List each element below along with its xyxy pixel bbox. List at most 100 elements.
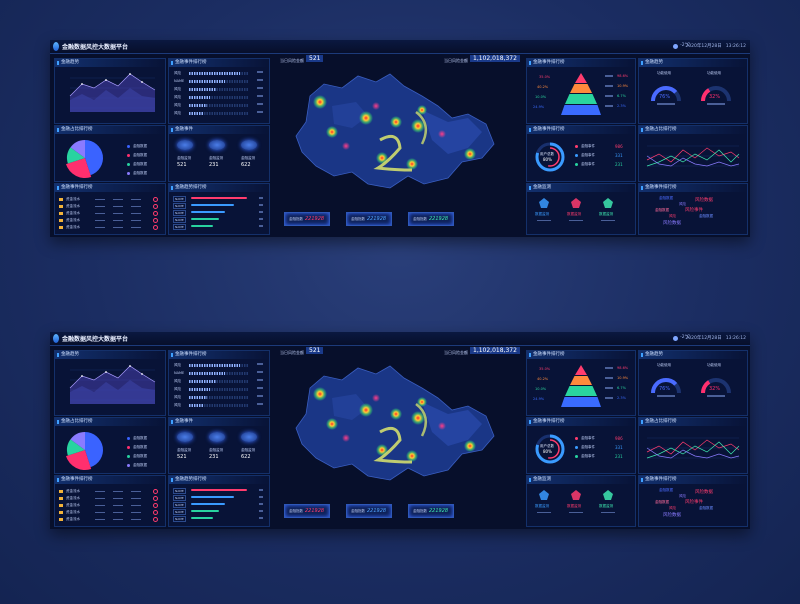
gauge-sub <box>707 103 725 105</box>
pyramid-chart <box>561 365 601 407</box>
trend-bar <box>191 204 235 206</box>
word-item: 风险 <box>679 494 686 498</box>
gauge-label: 功能使用 <box>707 71 721 75</box>
panel-title: 金融监测 <box>527 476 635 484</box>
ring-dot <box>575 144 578 148</box>
bar-label: 风险 <box>174 379 181 383</box>
map-index-button[interactable]: 金融指数 221928 <box>408 212 454 226</box>
word-item: 风险 <box>669 506 676 510</box>
panel-event-bars: 金融事件排行榜 风险 NAME 风险 风险 风险 风险 <box>168 350 270 416</box>
icon-value: 622 <box>241 162 251 168</box>
word-item: 金融数据 <box>655 208 669 212</box>
ranking-row[interactable]: 资金流水 <box>59 496 159 501</box>
bar-label: NAME <box>174 371 185 375</box>
ranking-row[interactable]: 资金流水 <box>59 503 159 508</box>
weather-temp: -2°C <box>680 335 690 340</box>
bar-value <box>257 87 263 89</box>
monitor-icon[interactable] <box>603 198 613 208</box>
ranking-row[interactable]: 资金流水 <box>59 218 159 223</box>
panel-trend: 金融趋势 <box>54 350 166 416</box>
bar-label: 风险 <box>174 71 181 75</box>
icon-label: 金融监测 <box>209 156 223 160</box>
monitor-icon[interactable] <box>603 490 613 500</box>
monitor-icon[interactable] <box>571 490 581 500</box>
button-value: 221928 <box>367 215 387 222</box>
panel-event-ranking: 金融事件排行榜 资金流水 资金流水 资金流水 资金流水 资金流水 <box>54 475 166 527</box>
ranking-cell <box>95 212 105 214</box>
ranking-cell <box>95 198 105 200</box>
monitor-icon[interactable] <box>571 198 581 208</box>
bar-label: 风险 <box>174 363 181 367</box>
word-item: 风险事件 <box>685 500 703 505</box>
monitor-label: 数据监测 <box>599 212 613 216</box>
header-bar: 金融数据风控大数据平台 -2°C 2020年12月28日 13:26:12 <box>50 40 750 54</box>
map-index-button[interactable]: 金融指数 221928 <box>284 504 330 518</box>
monitor-bar <box>569 220 583 221</box>
legend-item: 金融数据 <box>127 153 147 158</box>
map-area: 当日风险金额 521 当日风险金额 1,102,018,372 <box>272 54 522 234</box>
panel-title: 金融事件排行榜 <box>639 476 747 484</box>
ranking-row[interactable]: 资金流水 <box>59 197 159 202</box>
ranking-row[interactable]: 资金流水 <box>59 510 159 515</box>
ranking-cell <box>113 518 123 520</box>
area-chart <box>69 73 156 112</box>
header-bar: 金融数据风控大数据平台 -2°C 2020年12月28日 13:26:12 <box>50 332 750 346</box>
bar-fill <box>189 87 216 91</box>
panel-share-ranking: 金融占比排行榜 金融数据 金融数据 金融数据 金融数据 <box>54 125 166 182</box>
pie-slice <box>65 158 92 178</box>
ranking-row[interactable]: 资金流水 <box>59 211 159 216</box>
legend-dot <box>127 154 130 157</box>
ring-chart <box>535 434 565 464</box>
bar-label: NAME <box>174 79 185 83</box>
word-item: 金融数据 <box>659 196 673 200</box>
panel-trend: 金融趋势 <box>54 58 166 124</box>
ranking-status-icon <box>153 197 158 202</box>
ring-item-value: 231 <box>615 454 623 459</box>
button-value: 221928 <box>305 507 325 514</box>
map-index-button[interactable]: 金融指数 221928 <box>346 504 392 518</box>
panel-title: 金融占比排行榜 <box>55 418 165 426</box>
ranking-row[interactable]: 资金流水 <box>59 489 159 494</box>
folder-icon <box>59 204 63 208</box>
ring-dot <box>575 436 578 440</box>
gauge-value: 76% <box>659 386 671 392</box>
bar-track <box>189 395 249 399</box>
button-label: 金融指数 <box>289 216 303 221</box>
ranking-label: 资金流水 <box>66 218 80 222</box>
map-index-button[interactable]: 金融指数 221928 <box>346 212 392 226</box>
trend-label: NAME <box>173 196 186 202</box>
panel-ring: 金融事件排行榜 用户总数 80% 金融事件 986 金融事件 331 金融事件 231 <box>526 125 636 182</box>
platform-icon <box>177 140 193 150</box>
button-value: 221928 <box>429 215 449 222</box>
button-label: 金融指数 <box>413 216 427 221</box>
trend-bar <box>191 517 213 519</box>
panel-wordcloud: 金融事件排行榜 金融数据 风险数据 风险 金融数据 风险事件 金融数据 风险 风险数据 <box>638 183 748 235</box>
trend-label: NAME <box>173 217 186 223</box>
map-index-button[interactable]: 金融指数 221928 <box>408 504 454 518</box>
ranking-status-icon <box>153 218 158 223</box>
ranking-row[interactable]: 资金流水 <box>59 225 159 230</box>
folder-icon <box>59 503 63 507</box>
ranking-row[interactable]: 资金流水 <box>59 204 159 209</box>
panel-event-ranking: 金融事件排行榜 资金流水 资金流水 资金流水 资金流水 资金流水 <box>54 183 166 235</box>
panel-lines: 金融占比排行榜 <box>638 125 748 182</box>
ranking-cell <box>95 504 105 506</box>
map-index-button[interactable]: 金融指数 221928 <box>284 212 330 226</box>
monitor-icon[interactable] <box>539 198 549 208</box>
button-value: 221928 <box>367 507 387 514</box>
panel-title: 金融趋势排行榜 <box>169 476 269 484</box>
ranking-row[interactable]: 资金流水 <box>59 517 159 522</box>
ranking-cell <box>131 205 141 207</box>
gauge-label: 功能使用 <box>657 363 671 367</box>
icon-label: 金融监测 <box>177 448 191 452</box>
button-label: 金融指数 <box>351 216 365 221</box>
heat-map <box>295 365 495 481</box>
monitor-bar <box>537 220 551 221</box>
pie-chart <box>65 432 103 470</box>
ring-label: 用户总数 <box>540 152 554 156</box>
monitor-icon[interactable] <box>539 490 549 500</box>
legend-item: 金融数据 <box>127 144 147 149</box>
panel-events: 金融事件 金融监测 521 金融监测 231 金融监测 622 <box>168 125 270 182</box>
panel-title: 金融占比排行榜 <box>55 126 165 134</box>
bar-fill <box>189 379 216 383</box>
